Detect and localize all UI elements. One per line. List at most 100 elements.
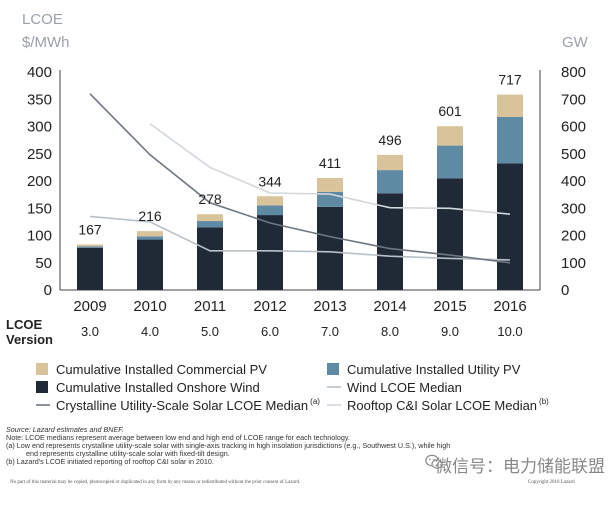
bar-total-label: 216 [138,208,162,224]
left-axis-tick-label: 100 [27,228,52,245]
x-axis-tick-label: 2010 [133,298,166,315]
bar-segment [137,239,163,290]
x-axis-tick-label: 2012 [253,298,286,315]
bar-segment [137,236,163,240]
bar-segment [497,116,523,164]
lcoe-line [89,93,511,264]
left-axis-tick-label: 0 [44,282,52,299]
bar-segment [77,247,103,290]
lcoe-version-value: 10.0 [497,324,522,339]
right-axis-tick-label: 0 [561,282,569,299]
bar-segment [437,126,463,146]
bar-segment [77,244,103,247]
bar-segment [257,196,283,206]
bar-segment [77,246,103,248]
left-axis-tick-label: 150 [27,200,52,217]
wechat-icon [425,454,443,469]
version-label-line1: LCOE [6,317,42,332]
left-axis-ticks: 0 50 100 150 200 250 300 350 400 [27,64,52,299]
left-axis-tick-label: 400 [27,64,52,81]
legend: Cumulative Installed Commercial PV Cumula… [36,362,549,413]
x-axis-tick-labels: 2009 2010 2011 2012 2013 2014 2015 2016 [73,298,526,315]
copyright-notice: No part of this material may be copied, … [10,480,301,485]
x-axis-tick-label: 2016 [493,298,526,315]
right-axis-tick-label: 200 [561,228,586,245]
left-axis-tick-label: 200 [27,173,52,190]
legend-swatch [36,381,48,393]
left-axis-tick-label: 350 [27,91,52,108]
copyright-year: Copyright 2016 Lazard [528,480,575,485]
right-axis-tick-label: 100 [561,255,586,272]
bar-segment [437,145,463,179]
legend-footnote-marker: (b) [539,397,549,406]
x-axis-tick-label: 2013 [313,298,346,315]
lcoe-version-value: 3.0 [81,324,99,339]
watermark-text: 微信号：电力储能联盟 [435,457,605,477]
right-axis-tick-label: 800 [561,64,586,81]
footnote-source: Source: Lazard estimates and BNEF. [6,425,124,434]
right-axis-tick-label: 300 [561,200,586,217]
lcoe-version-row: 3.0 4.0 5.0 6.0 7.0 8.0 9.0 10.0 [81,324,523,339]
left-axis-label-unit: $/MWh [22,34,70,51]
stacked-bars [77,94,523,290]
footnote-a-line1: (a) Low end represents crystalline utili… [6,441,451,450]
bar-total-label: 601 [438,103,462,119]
left-axis-label-lcoe: LCOE [22,11,63,28]
bar-total-label: 496 [378,132,402,148]
lcoe-version-value: 5.0 [201,324,219,339]
left-axis-tick-label: 300 [27,119,52,136]
version-label-line2: Version [6,332,53,347]
bar-segment [497,94,523,117]
right-axis-ticks: 0 100 200 300 400 500 600 700 800 [561,64,586,299]
bar-segment [317,206,343,290]
lcoe-version-value: 6.0 [261,324,279,339]
right-axis-tick-label: 500 [561,146,586,163]
legend-label: Rooftop C&I Solar LCOE Median (b) [347,397,549,413]
bar-segment [317,178,343,192]
legend-swatch [36,363,48,375]
left-axis-tick-label: 50 [35,255,52,272]
right-axis-label-gw: GW [562,34,589,51]
bar-total-label: 278 [198,191,222,207]
bar-segment [257,205,283,216]
legend-label: Crystalline Utility-Scale Solar LCOE Med… [56,397,320,413]
x-axis-tick-label: 2015 [433,298,466,315]
bar-total-label: 411 [319,155,342,171]
bar-segment [257,215,283,290]
right-axis-tick-label: 400 [561,173,586,190]
bar-segment [377,170,403,194]
left-axis-tick-label: 250 [27,146,52,163]
legend-label: Wind LCOE Median [347,380,462,395]
lcoe-line [89,215,511,261]
legend-label: Cumulative Installed Utility PV [347,362,521,377]
legend-footnote-marker: (a) [310,397,320,406]
legend-swatch [327,363,339,375]
x-axis-tick-label: 2014 [373,298,406,315]
bar-total-label: 717 [498,72,522,88]
footnote-note: Note: LCOE medians represent average bet… [6,433,350,442]
legend-label: Cumulative Installed Commercial PV [56,362,267,377]
bar-total-label: 167 [78,221,102,237]
bar-segment [197,214,223,222]
lcoe-version-value: 7.0 [321,324,339,339]
x-axis-tick-label: 2011 [194,298,226,315]
bar-total-labels: 167 216 278 344 411 496 601 717 [78,72,522,238]
bar-segment [437,178,463,290]
lcoe-version-value: 8.0 [381,324,399,339]
bar-segment [137,231,163,237]
footnote-a-line2: end represents crystalline utility-scale… [26,449,230,458]
bar-segment [197,221,223,228]
lcoe-lines [89,93,511,264]
bar-segment [377,154,403,171]
lcoe-version-value: 4.0 [141,324,159,339]
bar-segment [197,227,223,290]
bar-segment [377,193,403,290]
bar-total-label: 344 [258,173,282,189]
lcoe-line [149,123,511,215]
right-axis-tick-label: 600 [561,119,586,136]
right-axis-tick-label: 700 [561,91,586,108]
legend-label: Cumulative Installed Onshore Wind [56,380,260,395]
x-axis-tick-label: 2009 [73,298,106,315]
footnote-b: (b) Lazard's LCOE initiated reporting of… [6,457,214,466]
